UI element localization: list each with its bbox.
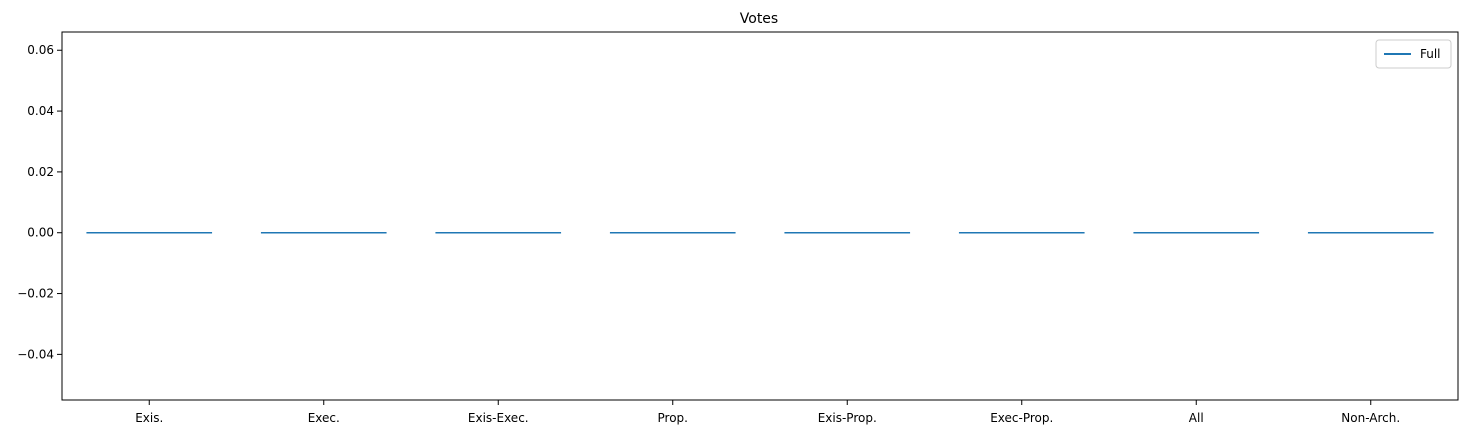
legend-box xyxy=(1375,39,1452,69)
legend: Full xyxy=(1375,39,1452,69)
x-tick-label: All xyxy=(1189,411,1204,425)
y-tick-label: 0.00 xyxy=(27,226,54,240)
y-axis: 0.06 0.04 0.02 0.00 −0.02 −0.04 xyxy=(17,43,62,361)
x-axis: Exis. Exec. Exis-Exec. Prop. Exis-Prop. Exec-… xyxy=(135,400,1400,425)
x-tick-label: Exis-Exec. xyxy=(468,411,529,425)
x-tick-label: Exis-Prop. xyxy=(818,411,877,425)
y-tick-label: −0.02 xyxy=(17,287,54,301)
y-tick-label: −0.04 xyxy=(17,347,54,361)
y-tick-label: 0.04 xyxy=(27,104,54,118)
x-tick-label: Prop. xyxy=(658,411,688,425)
y-tick-label: 0.06 xyxy=(27,43,54,57)
chart-title: Votes xyxy=(740,11,778,27)
x-tick-label: Exec-Prop. xyxy=(990,411,1053,425)
x-tick-label: Exis. xyxy=(135,411,163,425)
plot-area xyxy=(61,31,1459,401)
x-tick-label: Non-Arch. xyxy=(1341,411,1400,425)
x-tick-label: Exec. xyxy=(308,411,340,425)
y-tick-label: 0.02 xyxy=(27,165,54,179)
legend-label: Full xyxy=(1420,47,1441,61)
